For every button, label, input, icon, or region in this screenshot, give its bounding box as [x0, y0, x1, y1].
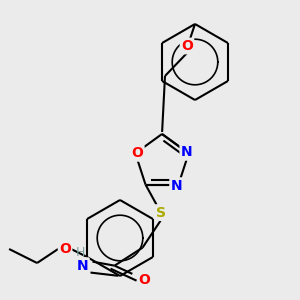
Text: O: O [181, 39, 193, 53]
Text: S: S [155, 206, 166, 220]
Text: O: O [59, 242, 71, 256]
Text: N: N [77, 259, 88, 273]
Text: N: N [181, 145, 192, 159]
Text: N: N [171, 179, 182, 193]
Text: O: O [139, 273, 151, 287]
Text: H: H [76, 246, 85, 259]
Text: O: O [131, 146, 143, 160]
